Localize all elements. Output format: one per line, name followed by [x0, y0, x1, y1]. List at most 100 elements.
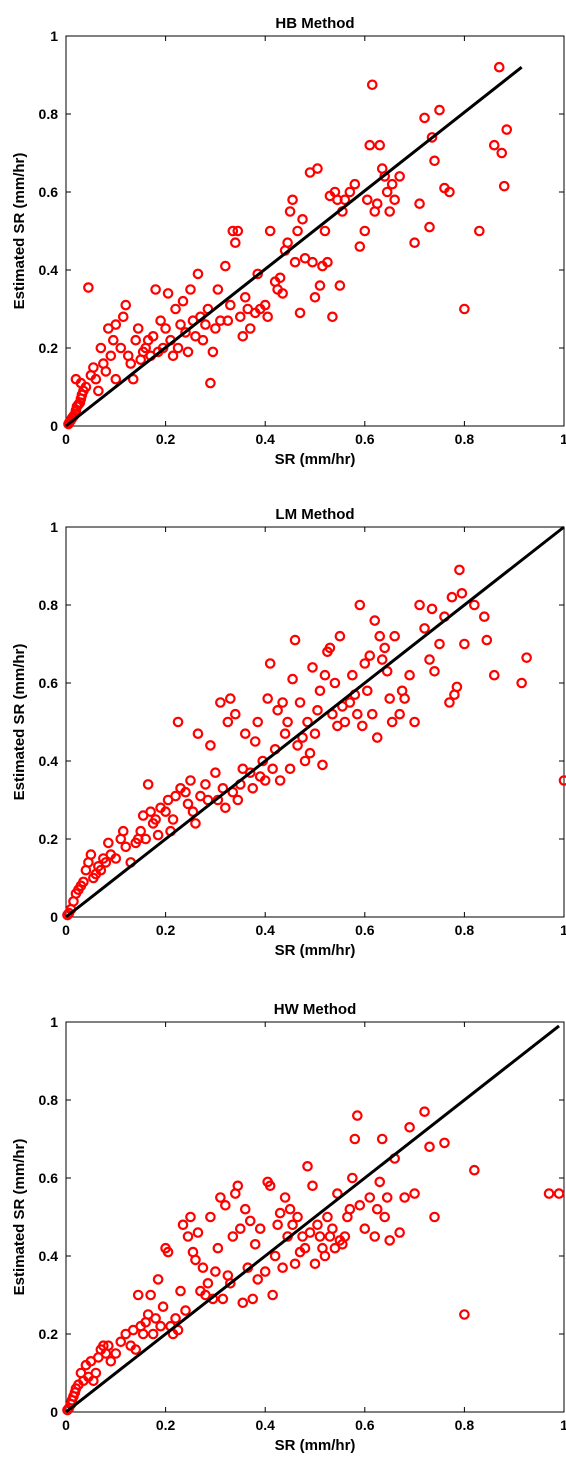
scatter-point	[381, 186, 393, 198]
scatter-point	[269, 1250, 281, 1262]
scatter-point	[239, 1203, 251, 1215]
scatter-point	[424, 1141, 435, 1153]
scatter-point	[347, 669, 358, 681]
scatter-point	[394, 708, 405, 720]
scatter-point	[314, 1231, 326, 1242]
scatter-point	[162, 1246, 174, 1258]
scatter-point	[117, 311, 129, 323]
scatter-point	[289, 634, 301, 646]
scatter-point	[115, 1336, 127, 1348]
scatter-point	[172, 716, 184, 728]
scatter-point	[272, 1219, 283, 1231]
scatter-point	[182, 1231, 194, 1242]
scatter-point	[110, 1348, 122, 1359]
scatter-point	[319, 225, 331, 237]
y-tick-label: 1	[50, 28, 58, 44]
scatter-series	[62, 1106, 565, 1416]
scatter-point	[344, 1203, 356, 1215]
scatter-point	[110, 853, 122, 864]
scatter-point	[264, 658, 276, 669]
scatter-point	[232, 1180, 244, 1192]
scatter-point	[479, 611, 490, 622]
x-tick-label: 1	[560, 1417, 566, 1433]
scatter-point	[352, 708, 363, 720]
scatter-point	[170, 303, 181, 315]
scatter-point	[120, 299, 132, 311]
scatter-point	[225, 693, 236, 704]
scatter-point	[249, 1239, 261, 1250]
scatter-point	[404, 669, 415, 681]
scatter-point	[521, 652, 532, 663]
scatter-point	[319, 669, 331, 681]
scatter-point	[366, 79, 378, 91]
scatter-point	[247, 782, 259, 794]
scatter-point	[225, 299, 236, 311]
scatter-point	[132, 1289, 144, 1301]
scatter-point	[150, 814, 161, 825]
scatter-point	[105, 1356, 117, 1367]
scatter-point	[426, 603, 438, 615]
scatter-point	[394, 171, 405, 182]
scatter-point	[264, 225, 276, 237]
scatter-point	[444, 186, 455, 198]
scatter-point	[120, 841, 132, 853]
scatter-point	[95, 864, 107, 876]
scatter-point	[364, 650, 376, 661]
scatter-point	[160, 323, 171, 334]
scatter-point	[232, 794, 244, 806]
scatter-point	[202, 1278, 214, 1289]
scatter-point	[456, 587, 468, 599]
chart-panel-1: 0 0.2 0.4 0.6 0.8 1 0 0.2 0.4 0.6 0.8 1 HB Method SR …	[11, 15, 566, 468]
scatter-point	[172, 342, 184, 354]
scatter-point	[90, 373, 102, 385]
scatter-point	[197, 334, 209, 346]
scatter-point	[155, 1320, 166, 1332]
scatter-point	[235, 1223, 246, 1234]
scatter-point	[459, 1309, 470, 1320]
scatter-series	[63, 61, 513, 430]
scatter-point	[307, 256, 318, 268]
scatter-point	[155, 315, 166, 326]
scatter-point	[210, 323, 221, 334]
scatter-point	[469, 1164, 480, 1176]
scatter-point	[294, 307, 306, 319]
scatter-point	[292, 225, 303, 237]
y-tick-label: 0.6	[39, 184, 59, 200]
scatter-point	[379, 1211, 391, 1223]
scatter-point	[135, 825, 146, 837]
scatter-point	[110, 319, 122, 330]
scatter-point	[384, 206, 395, 217]
x-tick-label: 0.4	[255, 431, 275, 447]
scatter-point	[90, 1367, 102, 1379]
scatter-point	[493, 61, 505, 73]
scatter-point	[108, 334, 119, 346]
scatter-point	[140, 833, 151, 845]
scatter-point	[249, 736, 261, 747]
scatter-point	[115, 342, 127, 354]
scatter-point	[419, 1106, 430, 1117]
scatter-point	[212, 1242, 224, 1254]
scatter-point	[284, 206, 296, 217]
y-tick-label: 0	[50, 909, 58, 925]
scatter-point	[429, 1211, 440, 1223]
scatter-point	[185, 284, 196, 295]
scatter-point	[386, 716, 398, 728]
scatter-point	[205, 377, 216, 389]
y-tick-label: 0.6	[39, 675, 59, 691]
scatter-point	[239, 728, 251, 739]
x-axis-label: SR (mm/hr)	[275, 1437, 356, 1454]
scatter-point	[222, 315, 234, 326]
scatter-point	[389, 630, 400, 642]
scatter-point	[259, 775, 271, 786]
scatter-point	[371, 198, 383, 209]
scatter-point	[459, 303, 470, 315]
scatter-point	[349, 1133, 361, 1145]
x-tick-label: 0.8	[455, 1417, 475, 1433]
scatter-point	[205, 740, 216, 751]
one-to-one-line	[65, 1024, 560, 1414]
scatter-point	[215, 697, 226, 708]
scatter-point	[180, 327, 191, 338]
scatter-point	[329, 677, 341, 689]
scatter-point	[78, 876, 89, 888]
